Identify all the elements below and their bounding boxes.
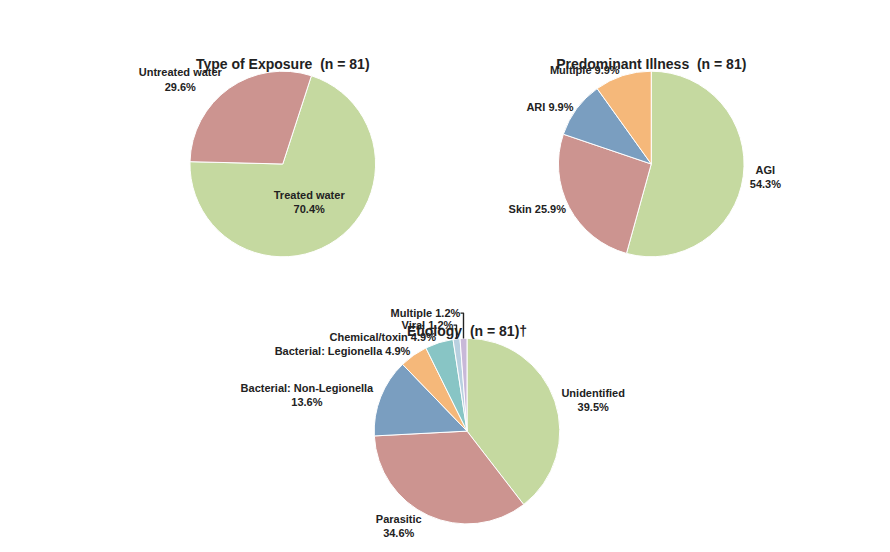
svg-text:Predominant Illness (n = 81): Predominant Illness (n = 81): [556, 56, 746, 72]
svg-text:Multiple 9.9%: Multiple 9.9%: [550, 64, 620, 76]
svg-text:Skin 25.9%: Skin 25.9%: [509, 203, 567, 215]
svg-text:AGI54.3%: AGI54.3%: [750, 164, 781, 190]
svg-text:Viral 1.2%: Viral 1.2%: [402, 319, 454, 331]
svg-text:Chemical/toxin 4.9%: Chemical/toxin 4.9%: [330, 331, 437, 343]
svg-text:Bacterial: Non-Legionella13.6%: Bacterial: Non-Legionella13.6%: [241, 382, 375, 408]
svg-text:Untreated water29.6%: Untreated water29.6%: [139, 66, 223, 92]
svg-text:Parasitic34.6%: Parasitic34.6%: [376, 513, 422, 539]
svg-text:Etiology (n = 81)†: Etiology (n = 81)†: [407, 323, 527, 339]
svg-text:Type of Exposure (n = 81): Type of Exposure (n = 81): [196, 56, 370, 72]
svg-text:ARI 9.9%: ARI 9.9%: [526, 101, 573, 113]
svg-text:Treated water70.4%: Treated water70.4%: [274, 189, 346, 215]
svg-text:Bacterial: Legionella 4.9%: Bacterial: Legionella 4.9%: [275, 345, 411, 357]
svg-text:Multiple 1.2%: Multiple 1.2%: [391, 307, 461, 319]
svg-text:Unidentified39.5%: Unidentified39.5%: [561, 387, 625, 413]
